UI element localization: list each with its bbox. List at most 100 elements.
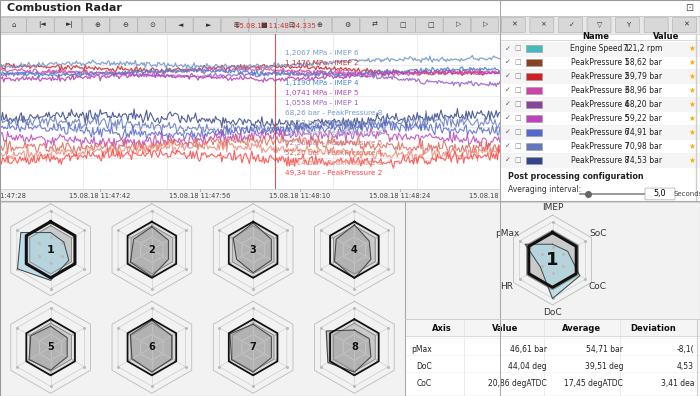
Bar <box>526 87 542 94</box>
Text: Name: Name <box>582 32 610 41</box>
Text: ✓: ✓ <box>505 101 511 107</box>
Text: 3: 3 <box>250 245 256 255</box>
Text: Combustion Radar: Combustion Radar <box>7 3 122 13</box>
Text: Seconds: Seconds <box>673 191 700 197</box>
Text: Y: Y <box>626 22 631 28</box>
Text: CoC: CoC <box>416 379 431 388</box>
Text: 1,0741 MPa - IMEP 5: 1,0741 MPa - IMEP 5 <box>285 90 358 96</box>
Text: 52,36 bar - PeakPressure 5: 52,36 bar - PeakPressure 5 <box>285 140 382 146</box>
Text: □: □ <box>427 22 434 28</box>
Polygon shape <box>333 323 375 371</box>
Text: ►|: ►| <box>66 21 74 28</box>
Text: 6: 6 <box>148 342 155 352</box>
Text: ★: ★ <box>689 44 695 53</box>
Text: PeakPressure 2: PeakPressure 2 <box>571 72 629 81</box>
Text: ★: ★ <box>689 100 695 109</box>
Text: 4: 4 <box>351 245 358 255</box>
FancyBboxPatch shape <box>644 18 668 32</box>
Text: 15.08.18 11:48:10: 15.08.18 11:48:10 <box>270 192 330 198</box>
Text: PeakPressure 5: PeakPressure 5 <box>570 114 629 123</box>
Text: DoC: DoC <box>543 308 562 317</box>
FancyBboxPatch shape <box>249 18 276 32</box>
Polygon shape <box>29 326 67 370</box>
Text: ⊡: ⊡ <box>685 3 693 13</box>
Polygon shape <box>525 244 580 299</box>
Text: ▽: ▽ <box>597 22 603 28</box>
FancyBboxPatch shape <box>221 18 248 32</box>
FancyBboxPatch shape <box>416 18 443 32</box>
Bar <box>500 69 700 84</box>
Bar <box>500 42 700 55</box>
Text: 74,53 bar: 74,53 bar <box>625 156 662 165</box>
Text: IMEP: IMEP <box>542 203 564 212</box>
Text: 59,22 bar: 59,22 bar <box>625 114 662 123</box>
Bar <box>526 59 542 66</box>
Polygon shape <box>131 323 173 371</box>
Text: ✓: ✓ <box>568 22 575 28</box>
Text: 08.18 11:47:28: 08.18 11:47:28 <box>0 192 25 198</box>
Text: CoC: CoC <box>589 282 607 291</box>
Text: ✓: ✓ <box>505 73 511 80</box>
Text: Deviation: Deviation <box>630 324 676 333</box>
Text: Post processing configuration: Post processing configuration <box>508 172 643 181</box>
FancyBboxPatch shape <box>388 18 415 32</box>
Text: pMax: pMax <box>495 229 519 238</box>
Text: Engine Speed 1: Engine Speed 1 <box>570 44 630 53</box>
Text: ⌂: ⌂ <box>12 22 16 28</box>
Text: 15.08.18 11:48:04.335: 15.08.18 11:48:04.335 <box>234 23 316 29</box>
Polygon shape <box>232 226 274 274</box>
Text: ◄: ◄ <box>178 22 183 28</box>
Text: ⊞: ⊞ <box>233 22 239 28</box>
Text: ★: ★ <box>689 114 695 123</box>
Text: 17,45 degATDC: 17,45 degATDC <box>564 379 623 388</box>
Text: ✓: ✓ <box>505 59 511 65</box>
FancyBboxPatch shape <box>110 18 137 32</box>
Text: 49,34 bar - PeakPressure 2: 49,34 bar - PeakPressure 2 <box>285 171 382 177</box>
Bar <box>405 319 700 336</box>
Text: Axis: Axis <box>431 324 452 333</box>
Text: ★: ★ <box>689 156 695 165</box>
Text: 1,1268 MPa - IMEP 3: 1,1268 MPa - IMEP 3 <box>285 70 358 76</box>
Bar <box>500 125 700 139</box>
FancyBboxPatch shape <box>673 18 696 32</box>
Bar <box>526 143 542 150</box>
Text: □: □ <box>400 22 406 28</box>
Text: ►: ► <box>206 22 211 28</box>
Text: 1: 1 <box>546 251 559 269</box>
FancyBboxPatch shape <box>82 18 110 32</box>
Text: 54,71 bar: 54,71 bar <box>587 345 623 354</box>
Text: 59,53 bar - PeakPressure 7: 59,53 bar - PeakPressure 7 <box>285 120 382 126</box>
Text: □: □ <box>514 46 522 51</box>
Text: Average: Average <box>562 324 601 333</box>
FancyBboxPatch shape <box>0 18 27 32</box>
Text: 68,26 bar - PeakPressure 8: 68,26 bar - PeakPressure 8 <box>285 110 382 116</box>
Text: □: □ <box>514 157 522 163</box>
FancyBboxPatch shape <box>443 18 471 32</box>
FancyBboxPatch shape <box>615 18 640 32</box>
Text: Value: Value <box>492 324 519 333</box>
FancyBboxPatch shape <box>530 18 554 32</box>
Text: 721,2 rpm: 721,2 rpm <box>622 44 662 53</box>
Bar <box>526 115 542 122</box>
Text: 20,86 degATDC: 20,86 degATDC <box>488 379 547 388</box>
Text: 15.08.18 11:47:42: 15.08.18 11:47:42 <box>69 192 131 198</box>
Text: PeakPressure 1: PeakPressure 1 <box>571 58 629 67</box>
Text: PeakPressure 6: PeakPressure 6 <box>570 128 629 137</box>
FancyBboxPatch shape <box>193 18 220 32</box>
FancyBboxPatch shape <box>559 18 582 32</box>
Text: 46,61 bar: 46,61 bar <box>510 345 547 354</box>
Text: ✓: ✓ <box>505 129 511 135</box>
Text: 5: 5 <box>48 342 54 352</box>
Text: □: □ <box>514 88 522 93</box>
Text: 1,2067 MPa - IMEP 6: 1,2067 MPa - IMEP 6 <box>285 50 358 55</box>
Text: 1,1476 MPa - IMEP 2: 1,1476 MPa - IMEP 2 <box>285 60 358 66</box>
FancyBboxPatch shape <box>645 188 675 200</box>
Polygon shape <box>232 323 274 371</box>
Text: PeakPressure 4: PeakPressure 4 <box>570 100 629 109</box>
Polygon shape <box>30 323 71 371</box>
Bar <box>526 101 542 108</box>
Polygon shape <box>233 223 272 273</box>
FancyBboxPatch shape <box>332 18 360 32</box>
Text: PeakPressure 7: PeakPressure 7 <box>570 142 629 150</box>
Text: 68,96 bar: 68,96 bar <box>625 86 662 95</box>
